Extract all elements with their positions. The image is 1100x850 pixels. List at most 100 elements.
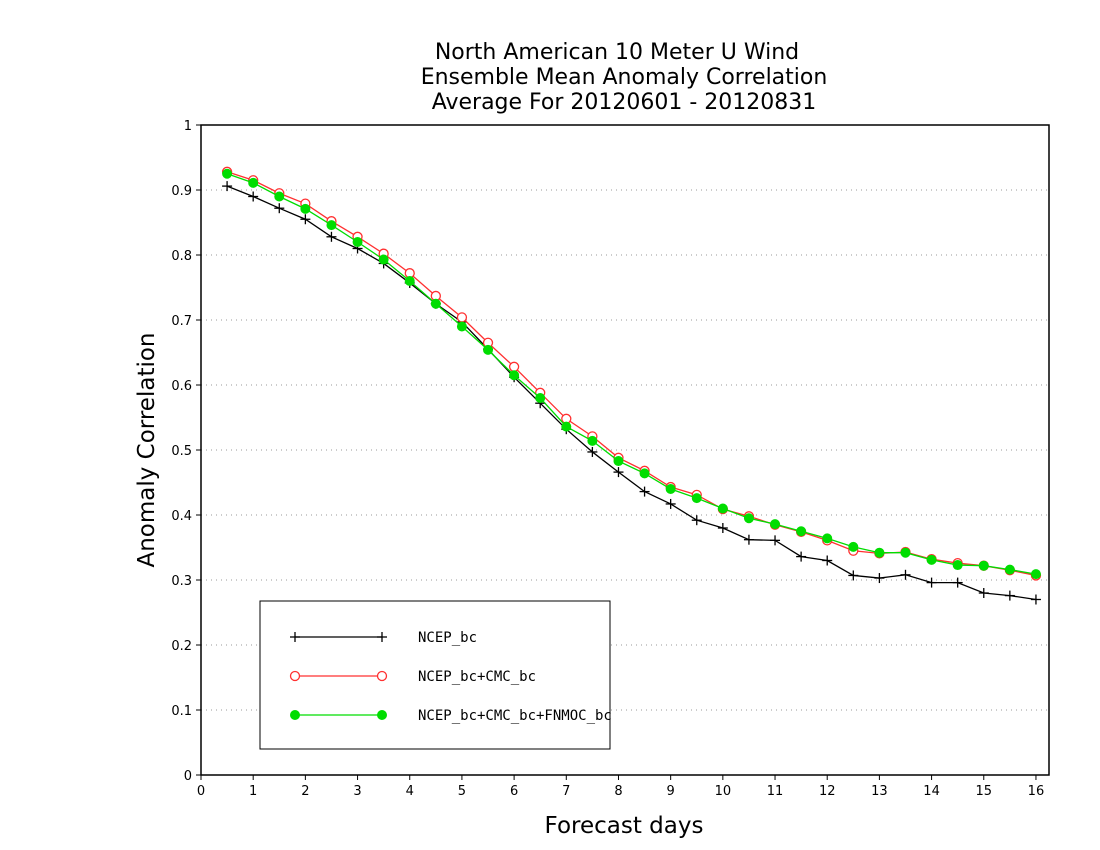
- data-point: [561, 421, 572, 432]
- y-tick-label: 0.8: [171, 249, 192, 264]
- data-point: [770, 535, 781, 546]
- series-layer: [221, 166, 1042, 605]
- y-tick-label: 0.3: [171, 574, 192, 589]
- data-point: [691, 515, 702, 526]
- data-point: [952, 577, 963, 588]
- data-point: [926, 554, 937, 565]
- x-tick-label: 14: [923, 784, 940, 799]
- data-point: [326, 231, 337, 242]
- data-point: [222, 168, 233, 179]
- x-tick-label: 8: [614, 784, 622, 799]
- data-point: [822, 533, 833, 544]
- x-tick-label: 15: [975, 784, 992, 799]
- data-point: [483, 344, 494, 355]
- data-point: [770, 519, 781, 530]
- data-point: [822, 555, 833, 566]
- axis-ticks: 00.10.20.30.40.50.60.70.80.910 1 2 3 4 5 6 7 8 9 1…: [171, 119, 1044, 799]
- data-point: [404, 276, 415, 286]
- x-tick-label: 1: [249, 784, 257, 799]
- y-tick-label: 0.1: [171, 704, 192, 719]
- legend-label: NCEP_bc: [418, 630, 477, 646]
- data-point: [665, 498, 676, 509]
- legend-marker: [376, 670, 388, 682]
- data-point: [743, 513, 754, 524]
- legend-label: NCEP_bc+CMC_bc+FNMOC_bc: [418, 708, 612, 724]
- x-tick-label: 11: [767, 784, 784, 799]
- series-3: [222, 168, 1041, 580]
- legend-marker: [290, 710, 300, 720]
- legend-marker: [377, 710, 387, 720]
- data-point: [717, 523, 728, 533]
- plot-frame: [200, 124, 1050, 776]
- x-tick-label: 2: [301, 784, 309, 799]
- data-point: [900, 547, 911, 558]
- data-point: [509, 370, 520, 381]
- y-tick-label: 0.6: [171, 379, 192, 394]
- x-tick-label: 3: [353, 784, 361, 799]
- data-point: [900, 569, 911, 580]
- data-point: [326, 220, 337, 231]
- data-point: [952, 560, 963, 571]
- y-tick-label: 0.4: [171, 509, 192, 524]
- data-point: [1004, 564, 1015, 575]
- data-point: [613, 467, 624, 478]
- x-tick-label: 0: [197, 784, 205, 799]
- data-point: [1030, 594, 1041, 605]
- data-point: [587, 435, 598, 446]
- legend-marker: [377, 632, 387, 642]
- data-point: [978, 588, 989, 598]
- legend-marker: [290, 632, 300, 642]
- x-tick-label: 9: [667, 784, 675, 799]
- legend-entry: NCEP_bc+CMC_bc: [289, 669, 536, 685]
- y-tick-label: 1: [184, 119, 192, 134]
- x-tick-label: 13: [871, 784, 888, 799]
- legend-label: NCEP_bc+CMC_bc: [418, 669, 536, 685]
- legend: NCEP_bc NCEP_bc+CMC_bc NCEP_bc+CMC_bc+FNMO…: [259, 600, 612, 750]
- x-tick-label: 12: [819, 784, 836, 799]
- data-point: [248, 191, 259, 202]
- x-tick-label: 6: [510, 784, 518, 799]
- data-point: [796, 551, 807, 562]
- data-point: [508, 361, 520, 372]
- chart-title-line-2: Ensemble Mean Anomaly Correlation: [421, 65, 828, 90]
- data-point: [456, 312, 468, 323]
- data-point: [874, 573, 885, 584]
- chart-title-line-3: Average For 20120601 - 20120831: [432, 90, 817, 115]
- x-tick-label: 16: [1028, 784, 1045, 799]
- data-point: [535, 393, 546, 403]
- y-tick-label: 0: [184, 769, 192, 784]
- data-point: [848, 570, 859, 581]
- legend-box: [259, 600, 611, 750]
- legend-marker: [289, 670, 301, 682]
- data-point: [1030, 569, 1041, 580]
- x-tick-label: 10: [715, 784, 732, 799]
- data-point: [248, 177, 259, 188]
- data-point: [796, 526, 807, 537]
- x-tick-label: 4: [406, 784, 414, 799]
- data-point: [300, 203, 311, 214]
- data-point: [430, 298, 441, 309]
- data-point: [848, 541, 859, 552]
- y-tick-label: 0.7: [171, 314, 192, 329]
- data-point: [926, 577, 937, 588]
- data-point: [587, 446, 598, 457]
- legend-entry: NCEP_bc: [290, 630, 477, 646]
- y-tick-label: 0.2: [171, 639, 192, 654]
- data-point: [639, 486, 650, 497]
- data-point: [639, 468, 650, 479]
- data-point: [222, 181, 233, 192]
- data-point: [665, 484, 676, 494]
- data-point: [978, 560, 989, 571]
- data-point: [691, 493, 702, 504]
- chart-title-line-1: North American 10 Meter U Wind: [435, 40, 799, 65]
- data-point: [613, 456, 624, 467]
- data-point: [717, 503, 728, 514]
- data-point: [378, 254, 389, 265]
- x-axis-label: Forecast days: [545, 813, 704, 839]
- y-tick-label: 0.5: [171, 444, 192, 459]
- x-tick-label: 5: [458, 784, 466, 799]
- data-point: [352, 237, 363, 247]
- data-point: [300, 214, 311, 225]
- data-point: [456, 321, 467, 332]
